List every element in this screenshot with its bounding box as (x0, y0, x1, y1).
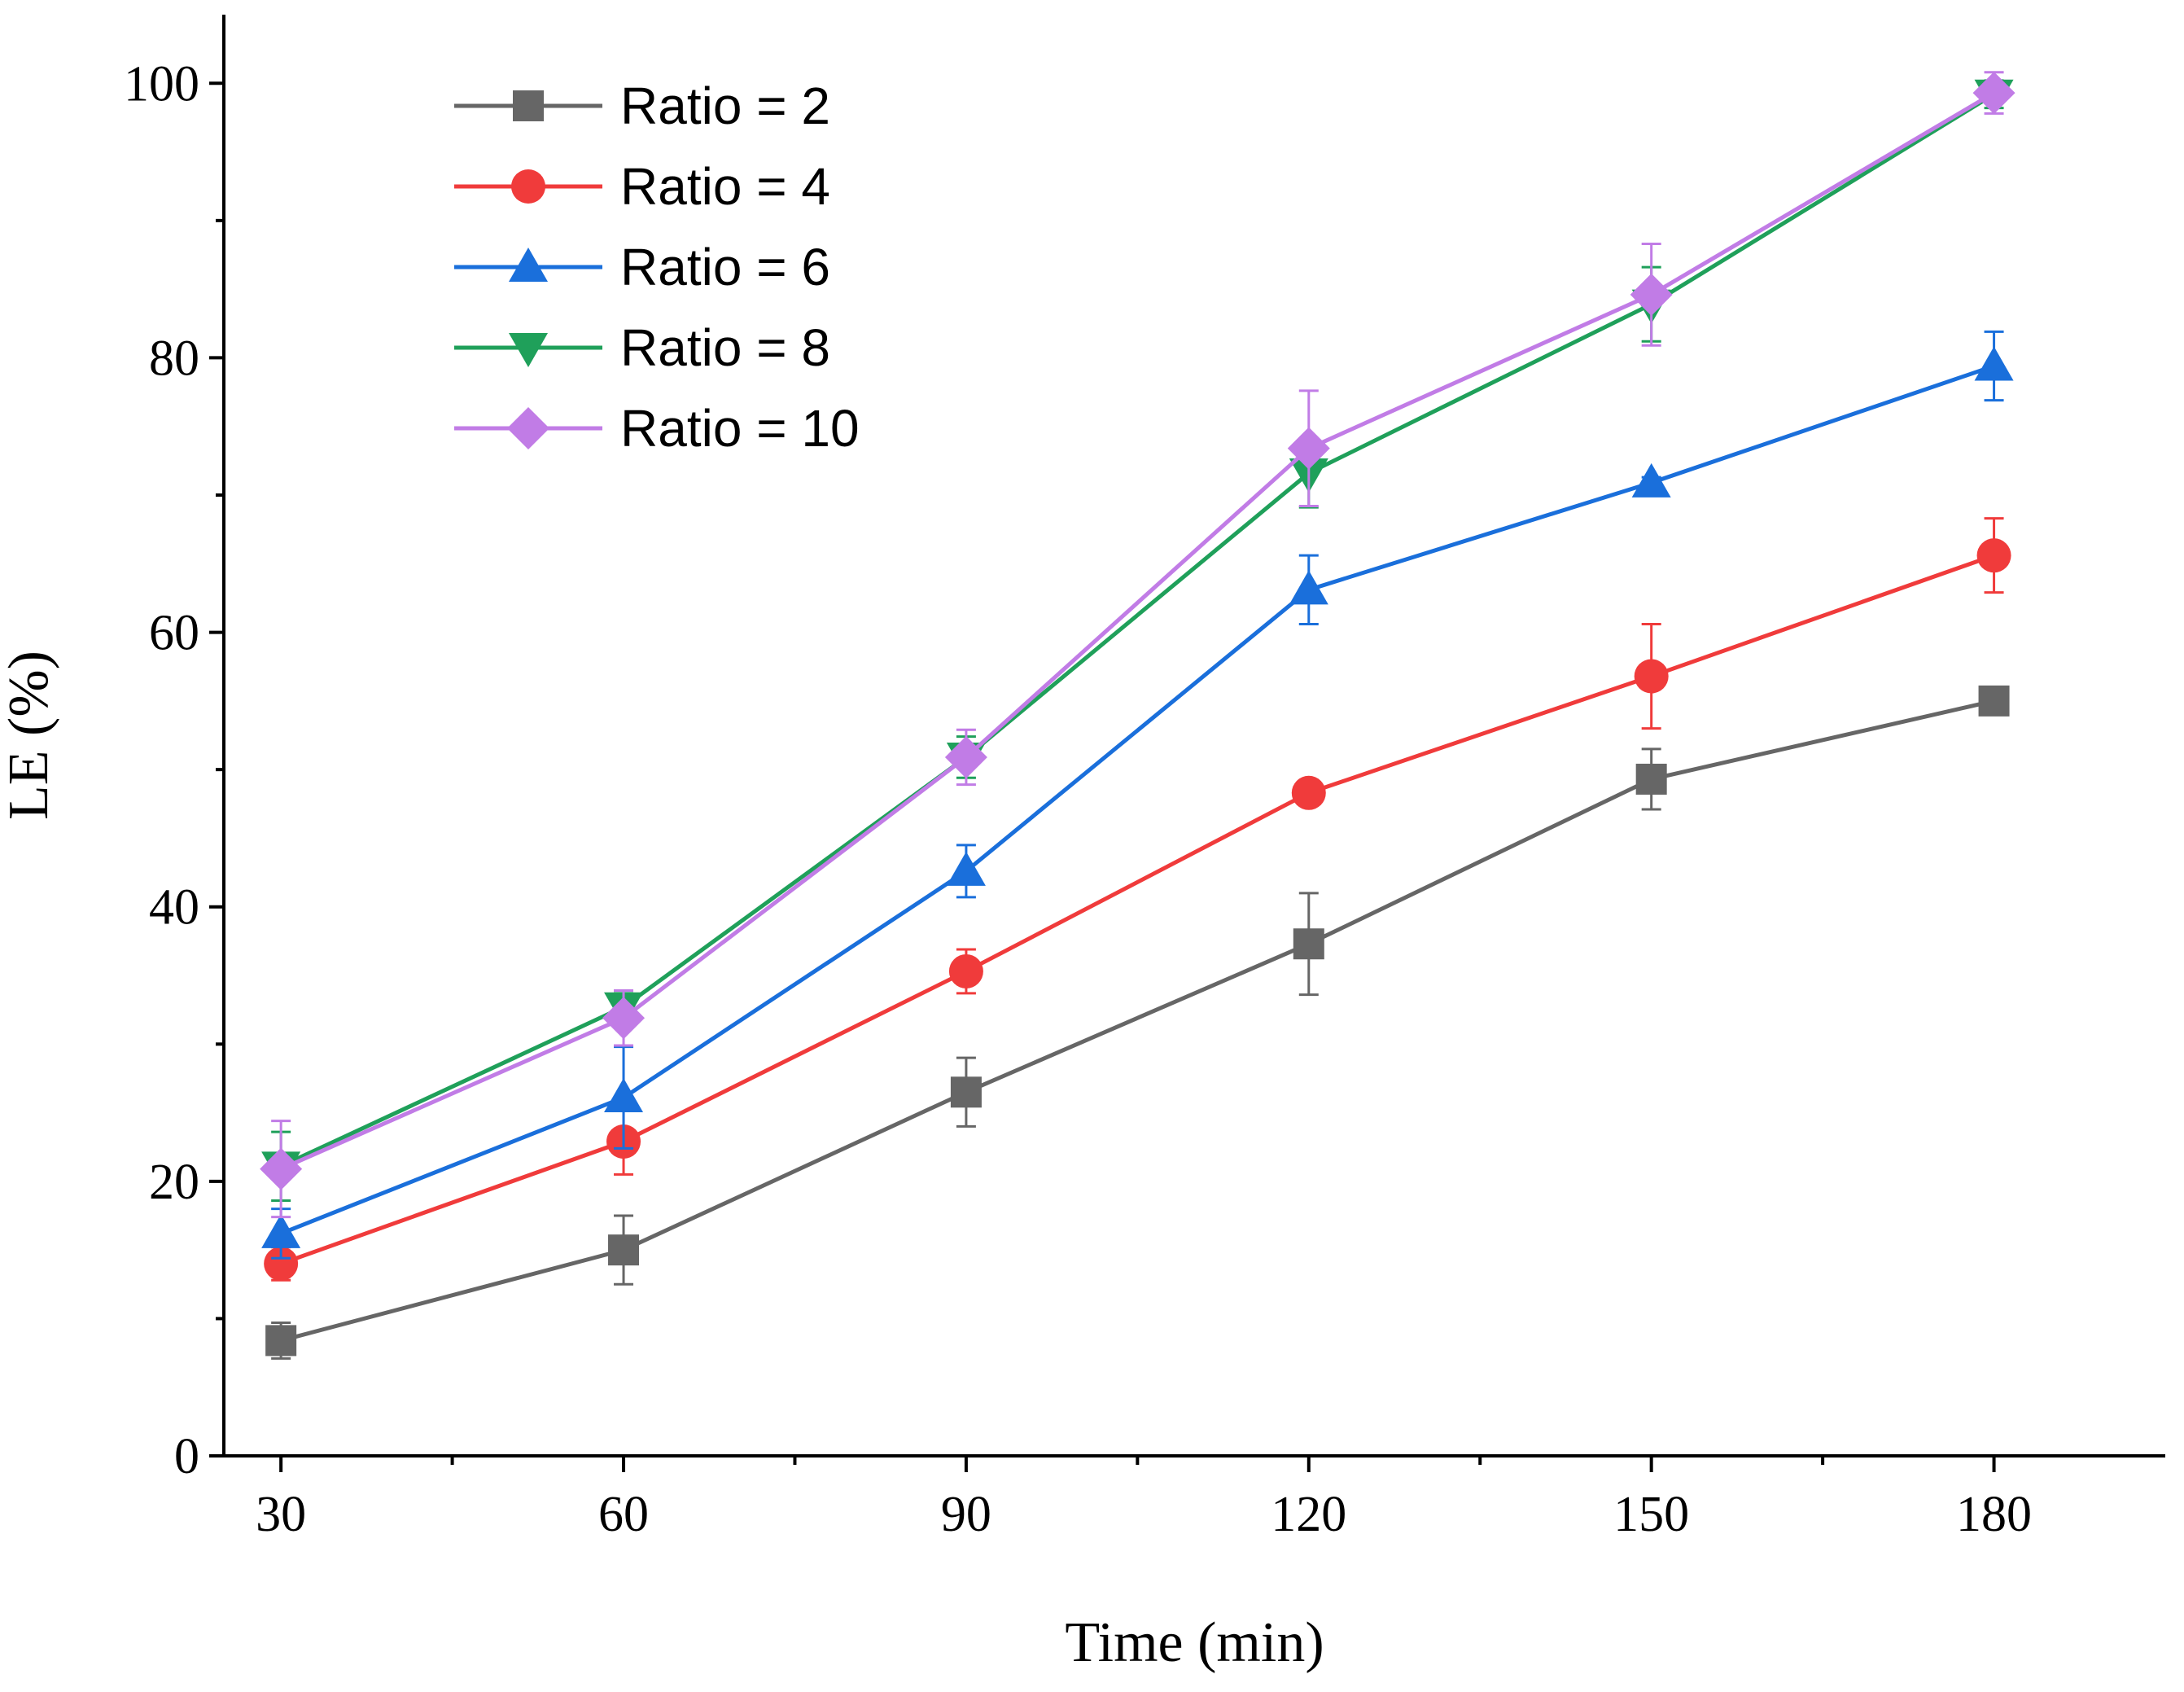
y-tick-label: 60 (149, 606, 199, 661)
data-point-square (1635, 763, 1667, 795)
y-tick-label: 20 (149, 1155, 199, 1210)
data-point-circle (948, 953, 983, 988)
data-point-square (608, 1234, 640, 1266)
series-5 (260, 71, 2015, 1219)
series-line (280, 699, 1995, 1343)
x-tick-label: 120 (1271, 1487, 1346, 1542)
series-2 (264, 517, 2011, 1282)
x-tick-label: 60 (598, 1487, 649, 1542)
axes: 0 20 40 60 80 100 30 60 90 120 150 180 (124, 15, 2165, 1542)
data-point-triangle-up (604, 1078, 644, 1113)
data-point-circle (1976, 538, 2011, 573)
data-point-diamond (1287, 427, 1330, 470)
legend-item: Ratio = 4 (454, 157, 830, 216)
data-point-diamond (1972, 72, 2015, 115)
x-axis-title: Time (min) (1065, 1611, 1324, 1674)
data-point-square (1293, 928, 1324, 960)
data-point-triangle-up (946, 851, 986, 886)
data-point-circle (264, 1247, 299, 1281)
data-point-diamond (944, 735, 987, 778)
data-point-diamond (602, 997, 646, 1040)
x-tick-label: 180 (1956, 1487, 2032, 1542)
legend-label: Ratio = 6 (620, 238, 830, 296)
series-3 (261, 330, 2014, 1260)
legend-label: Ratio = 8 (620, 318, 830, 377)
x-tick-label: 90 (941, 1487, 991, 1542)
data-point-circle (1291, 775, 1326, 810)
series-line (280, 364, 1995, 1236)
data-point-triangle-up (1974, 346, 2014, 381)
series-line (280, 553, 1995, 1266)
data-point-square (513, 90, 544, 121)
data-point-circle (1634, 659, 1669, 694)
data-point-triangle-up (1631, 462, 1671, 498)
data-point-diamond (1630, 273, 1673, 316)
series-group (260, 71, 2015, 1360)
y-tick-label: 0 (174, 1429, 199, 1484)
legend-item: Ratio = 8 (454, 318, 830, 377)
legend-label: Ratio = 4 (620, 157, 830, 216)
y-axis-title: LE (%) (0, 651, 60, 820)
data-point-triangle-up (1289, 570, 1328, 605)
series-line (280, 90, 1995, 1171)
data-point-triangle-up (509, 248, 548, 282)
series-1 (265, 685, 2010, 1360)
data-point-triangle-up (261, 1213, 301, 1248)
legend-item: Ratio = 2 (454, 77, 830, 135)
y-tick-label: 40 (149, 880, 199, 936)
legend: Ratio = 2 Ratio = 4 Ratio = 6 Ratio = 8 Rati… (454, 77, 860, 458)
legend-label: Ratio = 2 (620, 77, 830, 135)
data-point-diamond (260, 1147, 303, 1190)
data-point-square (265, 1325, 297, 1357)
legend-label: Ratio = 10 (620, 399, 860, 458)
data-point-circle (511, 169, 545, 204)
data-point-square (1978, 685, 2010, 717)
legend-item: Ratio = 10 (454, 399, 860, 458)
series-line (280, 92, 1995, 1168)
data-point-square (950, 1076, 982, 1108)
x-tick-label: 150 (1613, 1487, 1689, 1542)
x-tick-label: 30 (256, 1487, 306, 1542)
data-point-triangle-down (509, 333, 548, 367)
data-point-diamond (507, 407, 549, 449)
legend-item: Ratio = 6 (454, 238, 830, 296)
y-tick-label: 100 (124, 56, 199, 112)
y-tick-label: 80 (149, 331, 199, 386)
